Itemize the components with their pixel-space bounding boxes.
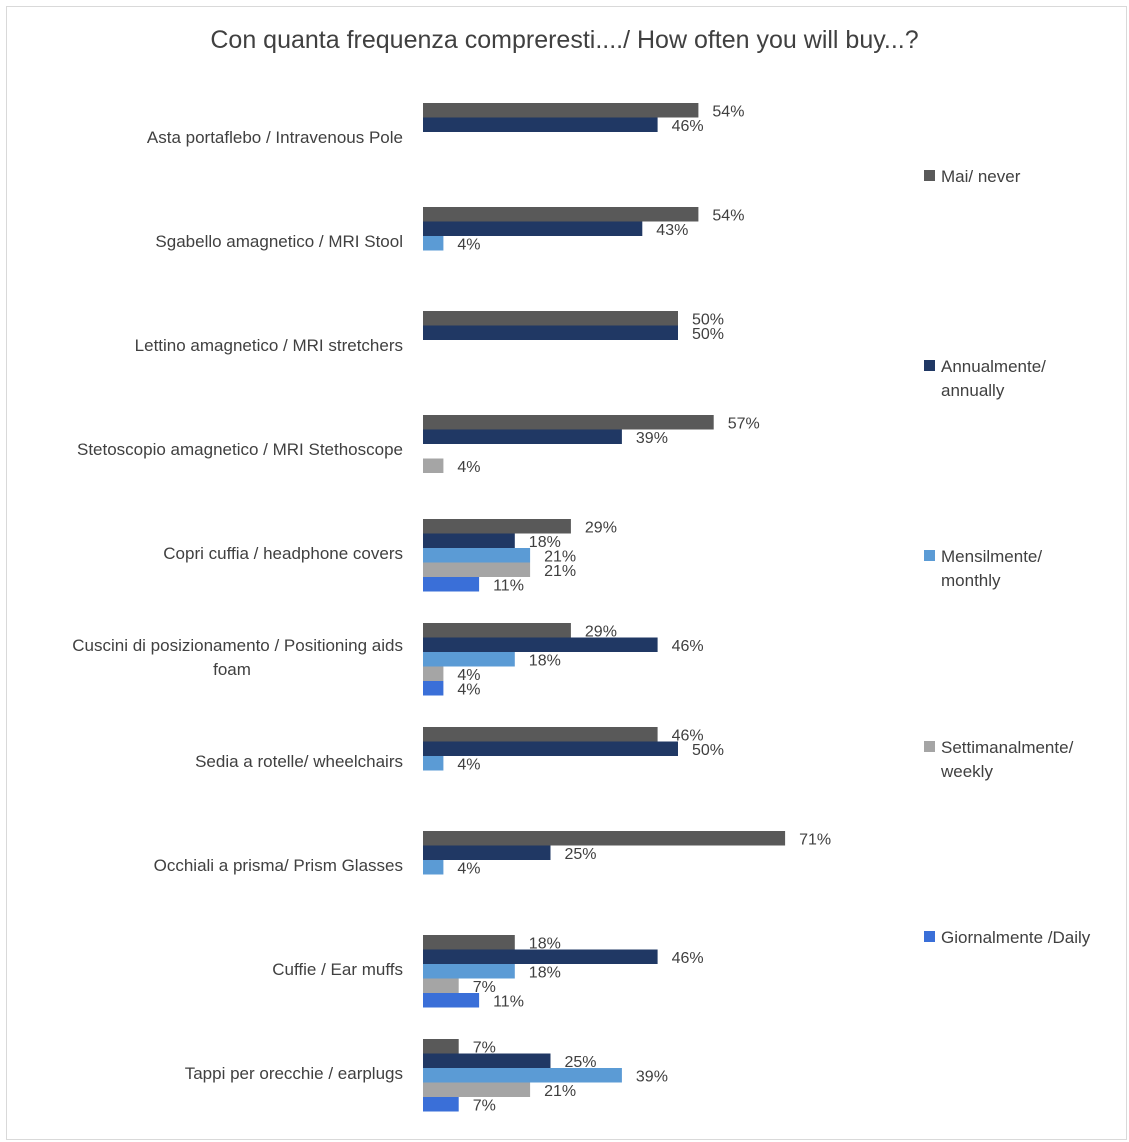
bar-mai-never-1 — [423, 103, 699, 118]
bar-annualmente-annually-6 — [423, 637, 658, 652]
category-label-cuscini-di-posizionamento-positioning-aids-foam: Cuscini di posizionamento / Positioning … — [72, 636, 403, 679]
value-label-annualmente-annually-1: 46% — [672, 118, 704, 135]
bar-mai-never-9 — [423, 935, 515, 950]
bar-annualmente-annually-1 — [423, 117, 658, 132]
value-label-settimanalmente-weekly-10: 21% — [544, 1083, 576, 1100]
value-label-mai-never-3: 50% — [692, 312, 724, 329]
legend-label-giornalmente-daily: Giornalmente /Daily — [941, 928, 1091, 947]
category-label-copri-cuffia-headphone-covers: Copri cuffia / headphone covers — [163, 544, 403, 563]
bar-annualmente-annually-5 — [423, 533, 515, 548]
bar-annualmente-annually-4 — [423, 429, 622, 444]
bar-annualmente-annually-3 — [423, 325, 678, 340]
category-label-sgabello-amagnetico-mri-stool: Sgabello amagnetico / MRI Stool — [155, 232, 403, 251]
legend-swatch-mai-never — [924, 170, 935, 181]
bar-mensilmente-monthly-7 — [423, 756, 444, 771]
category-label-tappi-per-orecchie-earplugs: Tappi per orecchie / earplugs — [185, 1064, 403, 1083]
bar-settimanalmente-weekly-10 — [423, 1082, 531, 1097]
legend-label-settimanalmente-weekly: Settimanalmente/weekly — [940, 738, 1074, 781]
value-label-mai-never-6: 29% — [585, 624, 617, 641]
bar-giornalmente-daily-10 — [423, 1097, 459, 1112]
chart-title: Con quanta frequenza compreresti..../ Ho… — [210, 26, 919, 54]
bar-mai-never-5 — [423, 519, 571, 534]
value-label-settimanalmente-weekly-6: 4% — [457, 667, 480, 684]
value-label-mensilmente-monthly-9: 18% — [529, 965, 561, 982]
value-label-mai-never-2: 54% — [712, 208, 744, 225]
legend-label-mensilmente-monthly: Mensilmente/monthly — [941, 547, 1042, 590]
value-label-mai-never-10: 7% — [473, 1040, 496, 1057]
value-label-annualmente-annually-3: 50% — [692, 326, 724, 343]
value-label-annualmente-annually-10: 25% — [565, 1054, 597, 1071]
bar-settimanalmente-weekly-6 — [423, 666, 444, 681]
value-label-mensilmente-monthly-10: 39% — [636, 1069, 668, 1086]
bar-settimanalmente-weekly-4 — [423, 458, 444, 473]
chart-frame — [6, 6, 1127, 1140]
value-label-mensilmente-monthly-2: 4% — [457, 237, 480, 254]
value-label-settimanalmente-weekly-4: 4% — [457, 459, 480, 476]
value-label-mai-never-1: 54% — [712, 104, 744, 121]
bar-mai-never-6 — [423, 623, 571, 638]
bar-mensilmente-monthly-2 — [423, 236, 444, 251]
value-label-mai-never-4: 57% — [728, 416, 760, 433]
legend-swatch-giornalmente-daily — [924, 931, 935, 942]
value-label-mensilmente-monthly-5: 21% — [544, 549, 576, 566]
value-label-mai-never-7: 46% — [672, 728, 704, 745]
value-label-annualmente-annually-7: 50% — [692, 742, 724, 759]
bar-giornalmente-daily-9 — [423, 993, 480, 1008]
bar-settimanalmente-weekly-9 — [423, 978, 459, 993]
legend-swatch-annualmente-annually — [924, 360, 935, 371]
bar-mai-never-4 — [423, 415, 714, 430]
value-label-mai-never-9: 18% — [529, 936, 561, 953]
bar-annualmente-annually-7 — [423, 741, 678, 756]
bar-mai-never-8 — [423, 831, 786, 846]
value-label-mensilmente-monthly-7: 4% — [457, 757, 480, 774]
value-label-mensilmente-monthly-8: 4% — [457, 861, 480, 878]
legend-label-annualmente-annually: Annualmente/annually — [941, 357, 1046, 400]
bar-mensilmente-monthly-6 — [423, 652, 515, 667]
category-label-cuffie-ear-muffs: Cuffie / Ear muffs — [272, 960, 403, 979]
value-label-annualmente-annually-5: 18% — [529, 534, 561, 551]
value-label-mai-never-8: 71% — [799, 832, 831, 849]
value-label-settimanalmente-weekly-5: 21% — [544, 563, 576, 580]
legend-label-mai-never: Mai/ never — [941, 167, 1021, 186]
bar-mai-never-3 — [423, 311, 678, 326]
value-label-annualmente-annually-6: 46% — [672, 638, 704, 655]
value-label-mensilmente-monthly-6: 18% — [529, 653, 561, 670]
value-label-annualmente-annually-4: 39% — [636, 430, 668, 447]
value-label-annualmente-annually-2: 43% — [656, 222, 688, 239]
value-label-annualmente-annually-8: 25% — [565, 846, 597, 863]
category-label-occhiali-a-prisma-prism-glasses: Occhiali a prisma/ Prism Glasses — [154, 856, 403, 875]
value-label-giornalmente-daily-10: 7% — [473, 1098, 496, 1115]
bar-annualmente-annually-2 — [423, 221, 643, 236]
legend-swatch-mensilmente-monthly — [924, 550, 935, 561]
category-label-sedia-a-rotelle-wheelchairs: Sedia a rotelle/ wheelchairs — [195, 752, 403, 771]
bar-annualmente-annually-10 — [423, 1053, 551, 1068]
bar-mensilmente-monthly-10 — [423, 1068, 622, 1083]
legend-swatch-settimanalmente-weekly — [924, 741, 935, 752]
category-label-stetoscopio-amagnetico-mri-stethoscope: Stetoscopio amagnetico / MRI Stethoscope — [77, 440, 403, 459]
bar-annualmente-annually-8 — [423, 845, 551, 860]
category-label-asta-portaflebo-intravenous-pole: Asta portaflebo / Intravenous Pole — [147, 128, 403, 147]
value-label-mai-never-5: 29% — [585, 520, 617, 537]
value-label-annualmente-annually-9: 46% — [672, 950, 704, 967]
bar-mensilmente-monthly-9 — [423, 964, 515, 979]
bar-mai-never-10 — [423, 1039, 459, 1054]
bar-giornalmente-daily-6 — [423, 681, 444, 696]
bar-mai-never-2 — [423, 207, 699, 222]
bar-giornalmente-daily-5 — [423, 577, 480, 592]
bar-mensilmente-monthly-8 — [423, 860, 444, 875]
category-label-lettino-amagnetico-mri-stretchers: Lettino amagnetico / MRI stretchers — [135, 336, 403, 355]
bar-mai-never-7 — [423, 727, 658, 742]
value-label-giornalmente-daily-5: 11% — [493, 578, 524, 595]
value-label-settimanalmente-weekly-9: 7% — [473, 979, 496, 996]
value-label-giornalmente-daily-6: 4% — [457, 682, 480, 699]
bar-settimanalmente-weekly-5 — [423, 562, 531, 577]
bar-mensilmente-monthly-5 — [423, 548, 531, 563]
bar-annualmente-annually-9 — [423, 949, 658, 964]
value-label-giornalmente-daily-9: 11% — [493, 994, 524, 1011]
